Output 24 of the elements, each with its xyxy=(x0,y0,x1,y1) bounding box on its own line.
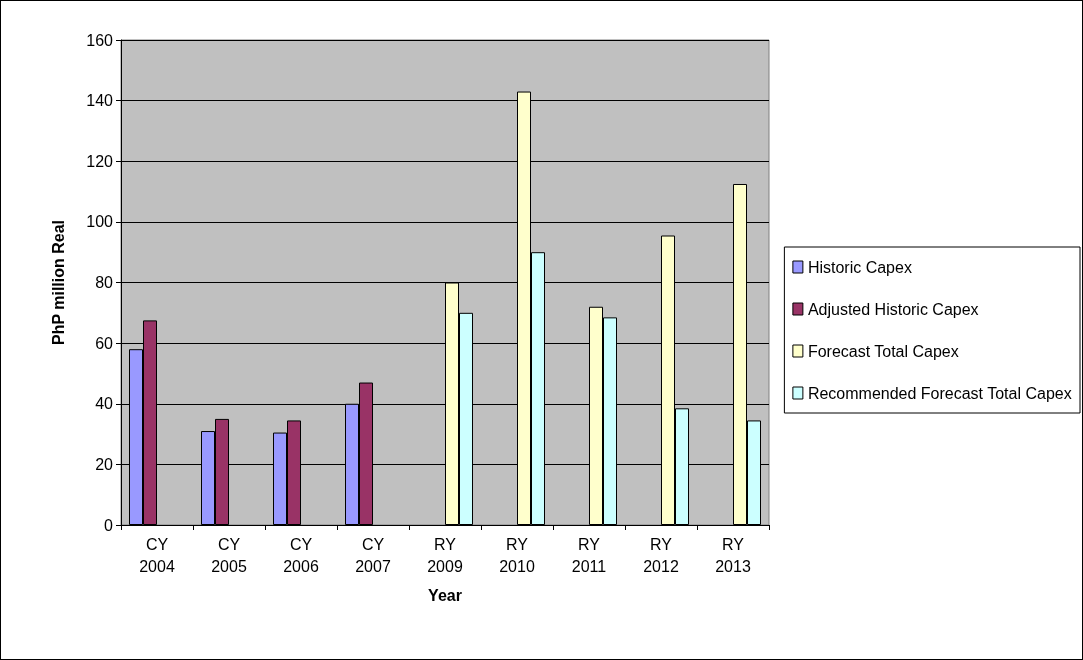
y-tick-label: 0 xyxy=(104,516,114,534)
x-tick-label: RY 2011 xyxy=(571,535,607,575)
legend-label: Recommended Forecast Total Capex xyxy=(807,384,1072,402)
x-tick-label: CY 2007 xyxy=(355,535,391,575)
y-tick-label: 80 xyxy=(95,274,114,291)
x-tick-label: CY 2006 xyxy=(283,535,319,575)
x-axis-title: Year xyxy=(428,586,462,604)
legend-label: Forecast Total Capex xyxy=(807,342,959,360)
x-tick-label: RY 2009 xyxy=(427,535,463,575)
y-tick-label: 160 xyxy=(86,31,114,49)
x-tick-label: RY 2013 xyxy=(715,535,751,575)
y-tick-label: 140 xyxy=(86,92,114,110)
y-tick-label: 60 xyxy=(95,334,114,352)
legend-label: Adjusted Historic Capex xyxy=(807,300,979,318)
x-tick-label: RY 2010 xyxy=(499,535,535,575)
y-axis-title: PhP million Real xyxy=(49,219,67,346)
y-tick-label: 20 xyxy=(95,455,114,473)
y-tick-label: 120 xyxy=(86,152,114,170)
y-tick-label: 40 xyxy=(95,395,114,413)
y-tick-label: 100 xyxy=(86,213,114,231)
x-tick-label: CY 2005 xyxy=(211,535,247,575)
x-tick-label: CY 2004 xyxy=(139,535,175,575)
x-tick-label: RY 2012 xyxy=(643,535,679,575)
legend-label: Historic Capex xyxy=(807,258,912,276)
